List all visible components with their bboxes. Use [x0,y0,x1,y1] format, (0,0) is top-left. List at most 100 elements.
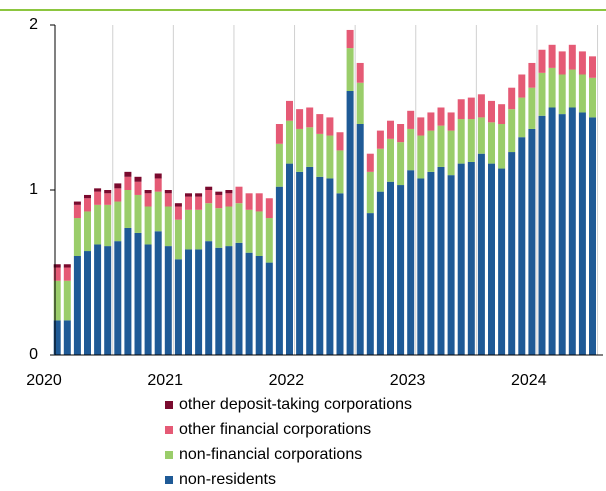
bar-segment [568,44,576,70]
bar-segment [94,191,102,205]
bar-segment [346,48,354,91]
bar-segment [427,171,435,355]
bar-segment [286,120,293,164]
bar-segment [53,267,61,281]
bar-segment [63,264,71,268]
bar-segment [154,173,162,179]
bar-segment [457,163,465,355]
bar-segment [437,166,445,355]
bar-segment [84,198,91,212]
bar-segment [174,203,182,207]
legend-label: non-financial corporations [179,446,362,463]
bar-segment [215,247,223,355]
bar-segment [498,168,506,355]
y-tick-label: 2 [29,16,38,33]
bar-segment [417,135,425,179]
bar-segment [488,100,495,123]
legend-swatch [165,401,173,409]
bar-segment [53,280,61,321]
bar-segment [366,171,374,214]
bar-segment [225,193,233,207]
bar-segment [215,208,223,248]
bar-segment [164,190,172,194]
bar-segment [104,193,112,205]
bar-segment [265,262,273,355]
bar-segment [195,249,203,355]
bar-segment [508,109,516,153]
bar-segment [63,320,71,355]
bar-segment [518,74,526,98]
bar-segment [558,74,566,115]
bar-segment [589,117,596,356]
bar-segment [316,114,324,134]
bar-segment [538,72,546,116]
bar-segment [387,138,394,182]
bar-segment [427,130,435,172]
legend-swatch [165,451,173,459]
bar-segment [447,175,455,355]
bar-segment [215,191,223,195]
bar-segment [467,119,475,162]
bar-segment [407,170,415,355]
bar-segment [578,112,586,355]
bar-segment [205,190,213,204]
bar-segment [316,176,324,355]
bar-segment [417,117,425,136]
bar-segment [235,186,243,204]
bar-segment [104,190,112,194]
bar-segment [84,211,91,252]
bar-segment [568,107,576,355]
bar-segment [498,124,506,169]
bar-segment [154,178,162,192]
bar-segment [336,132,344,151]
bar-segment [518,97,526,138]
bar-segment [407,128,415,171]
x-tick-label: 2023 [390,372,426,389]
bar-segment [114,188,122,202]
bar-segment [195,193,203,197]
bar-segment [94,244,102,355]
bar-segment [185,249,192,355]
bar-segment [296,171,304,355]
bar-segment [185,196,192,210]
bar-segment [134,176,142,182]
bar-segment [376,191,384,355]
bar-segment [467,97,475,120]
bar-segment [376,130,384,149]
bar-segment [164,206,172,247]
bar-segment [235,242,243,355]
legend-label: other financial corporations [179,421,371,438]
bar-segment [477,94,485,118]
bar-segment [245,209,253,253]
bar-segment [356,124,364,355]
bar-segment [84,251,91,355]
bar-segment [437,125,445,167]
bar-segment [255,193,263,212]
bar-segment [205,186,213,190]
bar-segment [265,198,273,219]
bar-segment [488,122,495,164]
bar-segment [225,246,233,355]
legend-swatch [165,476,173,484]
bar-segment [477,117,485,154]
bar-segment [164,193,172,207]
bar-segment [427,112,435,131]
bar-segment [185,193,192,197]
bar-segment [417,178,425,355]
bar-segment [316,133,324,177]
bar-segment [144,244,152,355]
bar-segment [336,193,344,355]
bar-segment [124,190,132,228]
bar-segment [306,107,314,128]
bar-segment [306,166,314,355]
bar-segment [548,44,556,68]
bar-segment [508,87,516,110]
bar-segment [356,82,364,124]
bar-segment [114,183,122,189]
bar-segment [225,190,233,194]
bar-segment [235,203,243,243]
x-tick-label: 2024 [511,372,547,389]
bar-segment [164,246,172,355]
bar-segment [528,87,536,129]
